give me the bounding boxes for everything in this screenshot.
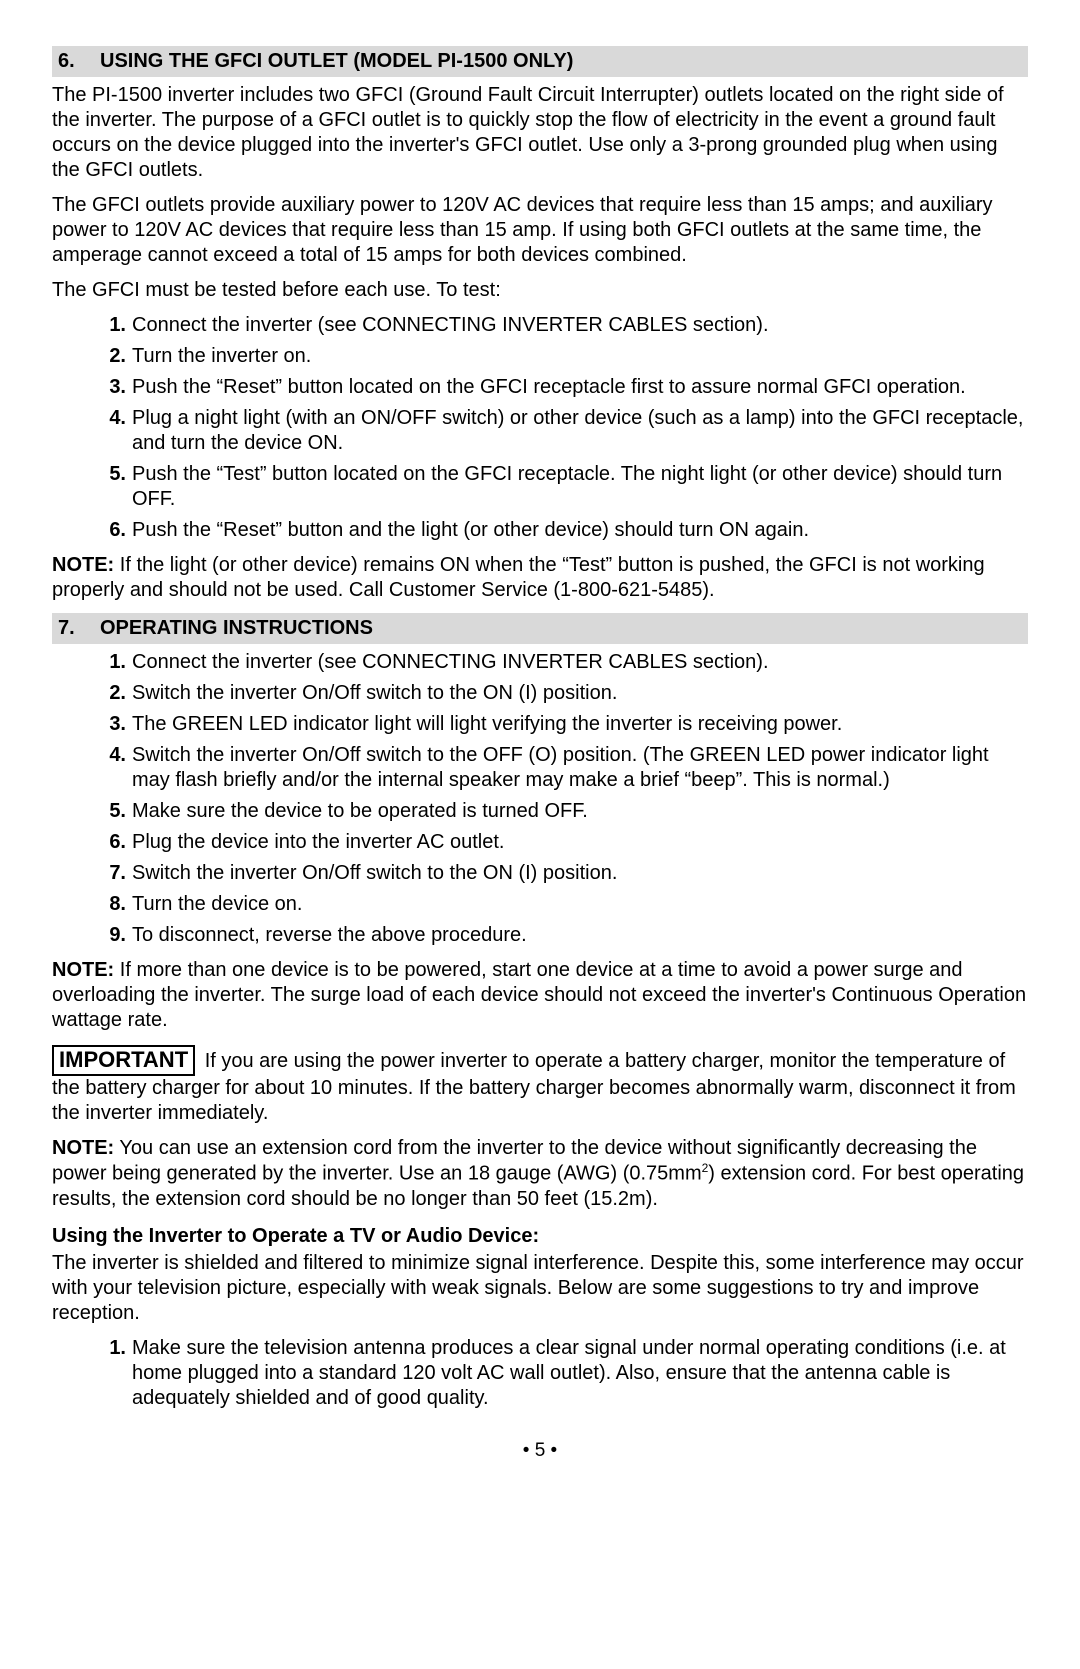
section-7-note-2: NOTE: You can use an extension cord from… <box>52 1136 1028 1212</box>
step-text: Switch the inverter On/Off switch to the… <box>132 682 617 704</box>
step-text: Plug the device into the inverter AC out… <box>132 831 504 853</box>
step-text: Turn the inverter on. <box>132 345 311 367</box>
step-text: Turn the device on. <box>132 893 302 915</box>
section-6-note: NOTE: If the light (or other device) rem… <box>52 553 1028 603</box>
list-item: 7.Switch the inverter On/Off switch to t… <box>132 861 1028 886</box>
list-item: 1.Connect the inverter (see CONNECTING I… <box>132 313 1028 338</box>
note-text: If more than one device is to be powered… <box>52 959 1026 1031</box>
important-text: If you are using the power inverter to o… <box>52 1050 1016 1124</box>
section-6-header: 6.USING THE GFCI OUTLET (MODEL PI-1500 O… <box>52 46 1028 77</box>
step-text: The GREEN LED indicator light will light… <box>132 713 842 735</box>
note-label: NOTE: <box>52 1137 114 1159</box>
section-7-steps: 1.Connect the inverter (see CONNECTING I… <box>52 650 1028 948</box>
section-6-para-2: The GFCI outlets provide auxiliary power… <box>52 193 1028 268</box>
list-item: 1.Connect the inverter (see CONNECTING I… <box>132 650 1028 675</box>
section-7-title: OPERATING INSTRUCTIONS <box>100 617 373 639</box>
step-text: To disconnect, reverse the above procedu… <box>132 924 527 946</box>
section-6-number: 6. <box>58 49 100 74</box>
section-6-para-1: The PI-1500 inverter includes two GFCI (… <box>52 83 1028 183</box>
step-text: Push the “Reset” button located on the G… <box>132 376 966 398</box>
step-text: Switch the inverter On/Off switch to the… <box>132 744 989 791</box>
list-item: 8.Turn the device on. <box>132 892 1028 917</box>
list-item: 1.Make sure the television antenna produ… <box>132 1336 1028 1411</box>
list-item: 4.Plug a night light (with an ON/OFF swi… <box>132 406 1028 456</box>
step-text: Make sure the television antenna produce… <box>132 1337 1006 1409</box>
step-text: Make sure the device to be operated is t… <box>132 800 588 822</box>
section-7-number: 7. <box>58 616 100 641</box>
list-item: 2.Switch the inverter On/Off switch to t… <box>132 681 1028 706</box>
section-6-steps: 1.Connect the inverter (see CONNECTING I… <box>52 313 1028 543</box>
step-text: Plug a night light (with an ON/OFF switc… <box>132 407 1023 454</box>
list-item: 2.Turn the inverter on. <box>132 344 1028 369</box>
step-text: Push the “Test” button located on the GF… <box>132 463 1002 510</box>
subsection-heading: Using the Inverter to Operate a TV or Au… <box>52 1224 1028 1249</box>
subsection-steps: 1.Make sure the television antenna produ… <box>52 1336 1028 1411</box>
list-item: 6.Push the “Reset” button and the light … <box>132 518 1028 543</box>
list-item: 9.To disconnect, reverse the above proce… <box>132 923 1028 948</box>
list-item: 5.Push the “Test” button located on the … <box>132 462 1028 512</box>
section-7-header: 7.OPERATING INSTRUCTIONS <box>52 613 1028 644</box>
note-text: If the light (or other device) remains O… <box>52 554 985 601</box>
note-label: NOTE: <box>52 959 114 981</box>
step-text: Connect the inverter (see CONNECTING INV… <box>132 651 769 673</box>
step-text: Switch the inverter On/Off switch to the… <box>132 862 617 884</box>
note-label: NOTE: <box>52 554 114 576</box>
step-text: Connect the inverter (see CONNECTING INV… <box>132 314 769 336</box>
section-6-para-3: The GFCI must be tested before each use.… <box>52 278 1028 303</box>
list-item: 3.Push the “Reset” button located on the… <box>132 375 1028 400</box>
important-label: IMPORTANT <box>52 1045 195 1076</box>
section-6-title: USING THE GFCI OUTLET (MODEL PI-1500 ONL… <box>100 50 573 72</box>
list-item: 6.Plug the device into the inverter AC o… <box>132 830 1028 855</box>
list-item: 3.The GREEN LED indicator light will lig… <box>132 712 1028 737</box>
page-number: • 5 • <box>52 1439 1028 1463</box>
list-item: 4.Switch the inverter On/Off switch to t… <box>132 743 1028 793</box>
list-item: 5.Make sure the device to be operated is… <box>132 799 1028 824</box>
section-7-important: IMPORTANT If you are using the power inv… <box>52 1045 1028 1126</box>
step-text: Push the “Reset” button and the light (o… <box>132 519 809 541</box>
subsection-para: The inverter is shielded and filtered to… <box>52 1251 1028 1326</box>
section-7-note-1: NOTE: If more than one device is to be p… <box>52 958 1028 1033</box>
